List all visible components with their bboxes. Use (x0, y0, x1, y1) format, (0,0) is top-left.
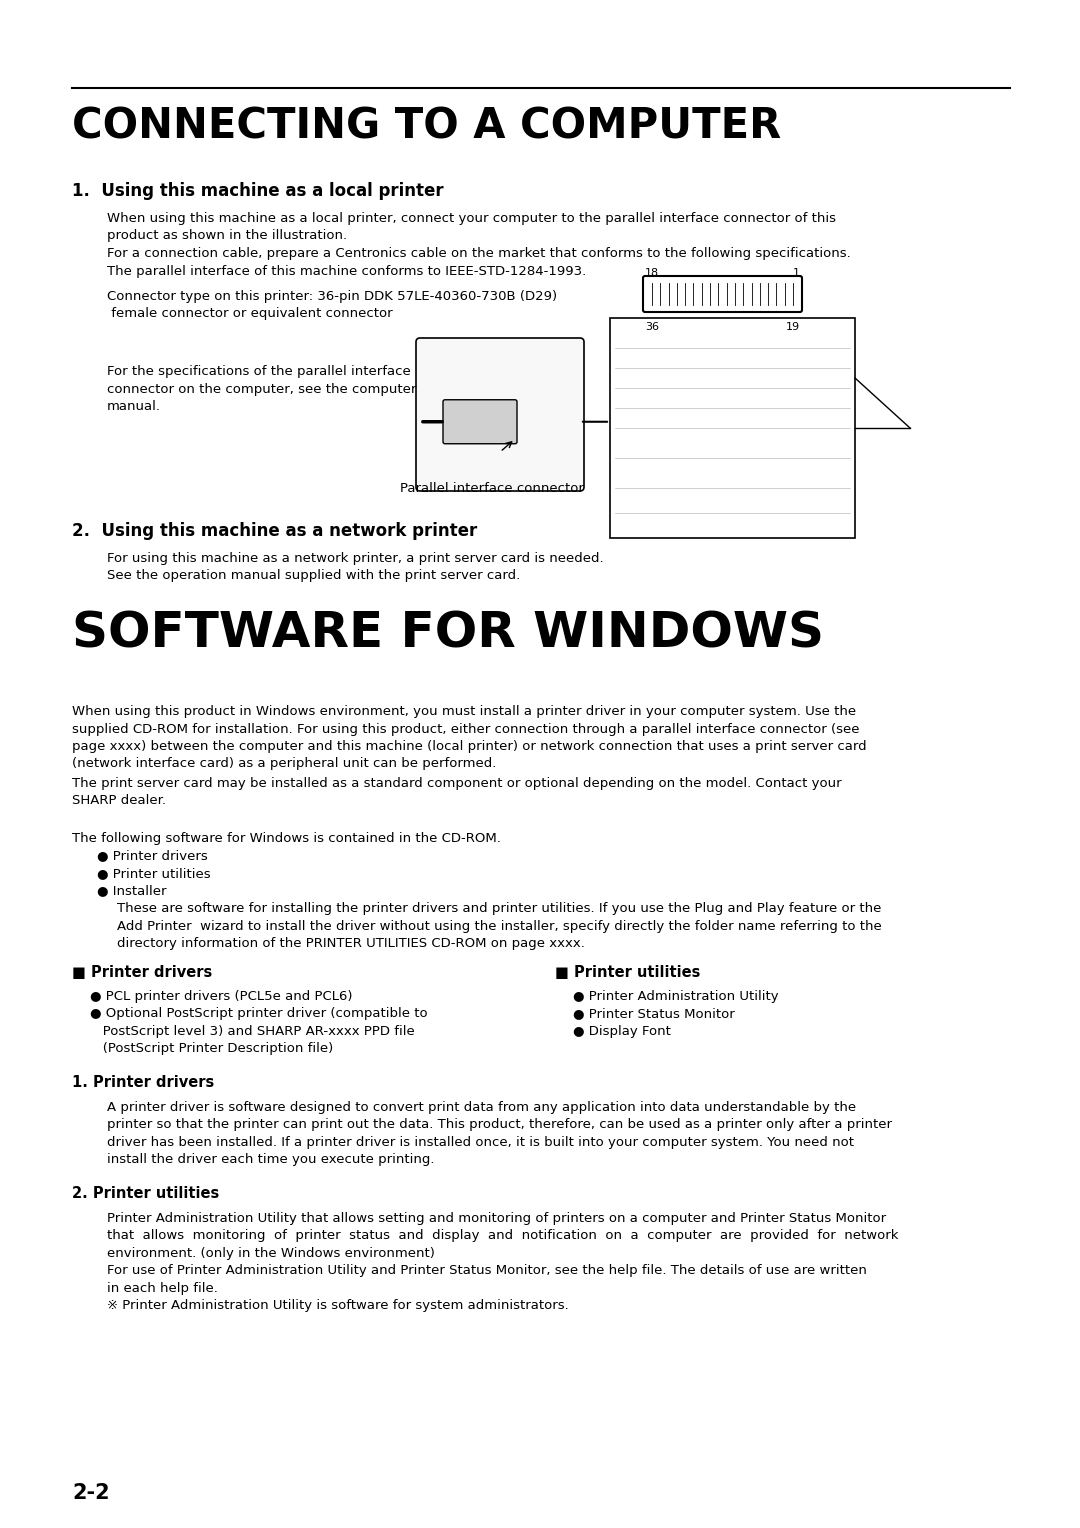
Text: ● PCL printer drivers (PCL5e and PCL6): ● PCL printer drivers (PCL5e and PCL6) (90, 990, 352, 1002)
Text: ■ Printer drivers: ■ Printer drivers (72, 964, 213, 979)
Text: ※ Printer Administration Utility is software for system administrators.: ※ Printer Administration Utility is soft… (107, 1299, 569, 1313)
Text: When using this product in Windows environment, you must install a printer drive: When using this product in Windows envir… (72, 704, 856, 718)
Text: ● Printer Status Monitor: ● Printer Status Monitor (573, 1007, 734, 1021)
Text: The following software for Windows is contained in the CD-ROM.: The following software for Windows is co… (72, 833, 501, 845)
Bar (610, 318, 855, 538)
Text: ● Printer drivers: ● Printer drivers (97, 850, 207, 862)
Text: The parallel interface of this machine conforms to IEEE-STD-1284-1993.: The parallel interface of this machine c… (107, 264, 586, 278)
Text: These are software for installing the printer drivers and printer utilities. If : These are software for installing the pr… (117, 902, 881, 915)
Text: 2-2: 2-2 (72, 1484, 110, 1504)
Text: ● Display Font: ● Display Font (573, 1024, 671, 1038)
FancyBboxPatch shape (416, 338, 584, 490)
Text: that  allows  monitoring  of  printer  status  and  display  and  notification  : that allows monitoring of printer status… (107, 1229, 899, 1242)
Text: driver has been installed. If a printer driver is installed once, it is built in: driver has been installed. If a printer … (107, 1135, 854, 1149)
FancyBboxPatch shape (643, 277, 802, 312)
Text: SOFTWARE FOR WINDOWS: SOFTWARE FOR WINDOWS (72, 610, 824, 659)
Text: product as shown in the illustration.: product as shown in the illustration. (107, 229, 347, 243)
Text: 19: 19 (786, 322, 800, 332)
Text: ● Printer Administration Utility: ● Printer Administration Utility (573, 990, 779, 1002)
Text: The print server card may be installed as a standard component or optional depen: The print server card may be installed a… (72, 778, 841, 790)
Text: page xxxx) between the computer and this machine (local printer) or network conn: page xxxx) between the computer and this… (72, 740, 866, 753)
Text: (network interface card) as a peripheral unit can be performed.: (network interface card) as a peripheral… (72, 758, 497, 770)
FancyBboxPatch shape (443, 400, 517, 443)
Text: CONNECTING TO A COMPUTER: CONNECTING TO A COMPUTER (72, 105, 781, 147)
Text: 18: 18 (645, 267, 659, 278)
Text: ■ Printer utilities: ■ Printer utilities (555, 964, 700, 979)
Text: Connector type on this printer: 36-pin DDK 57LE-40360-730B (D29): Connector type on this printer: 36-pin D… (107, 290, 557, 303)
Text: (PostScript Printer Description file): (PostScript Printer Description file) (90, 1042, 334, 1054)
Text: SHARP dealer.: SHARP dealer. (72, 795, 166, 807)
Text: Printer Administration Utility that allows setting and monitoring of printers on: Printer Administration Utility that allo… (107, 1212, 886, 1224)
Text: Parallel interface connector: Parallel interface connector (400, 481, 584, 495)
Text: female connector or equivalent connector: female connector or equivalent connector (107, 307, 393, 321)
Text: environment. (only in the Windows environment): environment. (only in the Windows enviro… (107, 1247, 435, 1259)
Text: For a connection cable, prepare a Centronics cable on the market that conforms t: For a connection cable, prepare a Centro… (107, 248, 851, 260)
Text: For using this machine as a network printer, a print server card is needed.: For using this machine as a network prin… (107, 552, 604, 565)
Text: connector on the computer, see the computer: connector on the computer, see the compu… (107, 382, 417, 396)
Text: printer so that the printer can print out the data. This product, therefore, can: printer so that the printer can print ou… (107, 1118, 892, 1131)
Text: A printer driver is software designed to convert print data from any application: A printer driver is software designed to… (107, 1100, 856, 1114)
Text: 1.  Using this machine as a local printer: 1. Using this machine as a local printer (72, 182, 444, 200)
Text: install the driver each time you execute printing.: install the driver each time you execute… (107, 1154, 434, 1166)
Text: ● Installer: ● Installer (97, 885, 166, 897)
Text: 1: 1 (793, 267, 800, 278)
Text: 36: 36 (645, 322, 659, 332)
Text: supplied CD-ROM for installation. For using this product, either connection thro: supplied CD-ROM for installation. For us… (72, 723, 860, 735)
Text: Add Printer  wizard to install the driver without using the installer, specify d: Add Printer wizard to install the driver… (117, 920, 881, 932)
Text: in each help file.: in each help file. (107, 1282, 218, 1294)
Text: 1. Printer drivers: 1. Printer drivers (72, 1074, 214, 1089)
Text: ● Printer utilities: ● Printer utilities (97, 866, 211, 880)
Text: manual.: manual. (107, 400, 161, 413)
Text: PostScript level 3) and SHARP AR-xxxx PPD file: PostScript level 3) and SHARP AR-xxxx PP… (90, 1024, 415, 1038)
Text: directory information of the PRINTER UTILITIES CD-ROM on page xxxx.: directory information of the PRINTER UTI… (117, 937, 585, 950)
Text: 2.  Using this machine as a network printer: 2. Using this machine as a network print… (72, 523, 477, 539)
Text: For use of Printer Administration Utility and Printer Status Monitor, see the he: For use of Printer Administration Utilit… (107, 1264, 867, 1277)
Text: ● Optional PostScript printer driver (compatible to: ● Optional PostScript printer driver (co… (90, 1007, 428, 1021)
Text: When using this machine as a local printer, connect your computer to the paralle: When using this machine as a local print… (107, 212, 836, 225)
Text: 2. Printer utilities: 2. Printer utilities (72, 1186, 219, 1201)
Text: For the specifications of the parallel interface: For the specifications of the parallel i… (107, 365, 410, 377)
Text: See the operation manual supplied with the print server card.: See the operation manual supplied with t… (107, 570, 521, 582)
